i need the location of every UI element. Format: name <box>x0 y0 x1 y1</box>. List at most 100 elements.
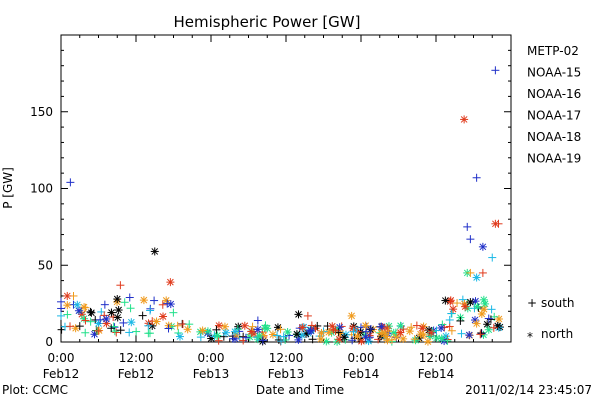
data-point <box>116 281 125 290</box>
data-point <box>113 295 122 304</box>
background-marker <box>399 334 408 343</box>
background-marker <box>457 329 466 338</box>
background-marker <box>480 305 489 314</box>
data-point <box>472 319 481 328</box>
background-marker <box>306 326 315 335</box>
data-point <box>478 242 487 251</box>
background-marker <box>81 316 90 325</box>
background-marker <box>331 326 340 335</box>
x-tick-label: 0:00 <box>48 351 75 365</box>
background-marker <box>340 333 349 342</box>
background-marker <box>119 318 128 327</box>
x-tick-label: 0:00 <box>348 351 375 365</box>
data-point <box>253 316 262 325</box>
background-marker <box>87 308 96 317</box>
footer-timestamp: 2011/02/14 23:45:07 <box>465 383 592 397</box>
background-marker <box>228 334 237 343</box>
x-tick-label: 12:00 <box>269 351 304 365</box>
background-marker <box>125 328 134 337</box>
data-point <box>303 311 312 320</box>
chart-legend: METP-02 NOAA-15 NOAA-16 NOAA-17 NOAA-18 NOAA-… <box>527 44 581 344</box>
background-marker <box>396 328 405 337</box>
x-tick-date: Feb14 <box>343 367 380 381</box>
background-marker <box>349 327 358 336</box>
data-markers <box>57 66 504 346</box>
background-marker <box>81 328 90 337</box>
marker-legend-symbol: * <box>527 330 533 344</box>
data-point <box>463 222 472 231</box>
background-marker <box>449 305 458 314</box>
x-tick-label: 0:00 <box>198 351 225 365</box>
background-marker <box>445 315 454 324</box>
background-marker <box>427 328 436 337</box>
background-marker <box>307 321 316 330</box>
plot-frame <box>60 34 512 343</box>
background-marker <box>465 331 474 340</box>
background-marker <box>248 322 257 331</box>
background-marker <box>484 325 493 334</box>
legend-item: NOAA-18 <box>527 130 581 144</box>
background-marker <box>75 322 84 331</box>
background-marker <box>316 335 325 344</box>
x-tick-date: Feb12 <box>43 367 80 381</box>
background-marker <box>334 328 343 337</box>
x-tick-label: 12:00 <box>419 351 454 365</box>
background-marker <box>247 327 256 336</box>
data-point <box>441 296 450 305</box>
background-marker <box>274 335 283 344</box>
background-marker <box>214 321 223 330</box>
data-point <box>166 278 175 287</box>
background-marker <box>71 324 80 333</box>
x-axis-label: Date and Time <box>256 383 344 397</box>
background-marker <box>127 318 136 327</box>
background-marker <box>258 336 267 345</box>
background-marker <box>253 325 262 334</box>
background-marker <box>63 301 72 310</box>
background-marker <box>268 330 277 339</box>
background-marker <box>383 324 392 333</box>
background-marker <box>158 300 167 309</box>
background-marker <box>198 326 207 335</box>
background-marker <box>484 314 493 323</box>
background-marker <box>116 326 125 335</box>
background-marker <box>86 317 95 326</box>
background-marker <box>477 328 486 337</box>
background-marker <box>418 324 427 333</box>
background-marker <box>447 309 456 318</box>
x-tick-label: 12:00 <box>119 351 154 365</box>
background-marker <box>473 302 482 311</box>
data-point <box>488 253 497 262</box>
background-marker <box>273 331 282 340</box>
data-point <box>163 299 172 308</box>
background-marker <box>298 323 307 332</box>
legend-item: NOAA-15 <box>527 66 581 80</box>
background-marker <box>348 324 357 333</box>
background-marker <box>100 300 109 309</box>
chart-title: Hemispheric Power [GW] <box>174 13 361 31</box>
background-marker <box>276 337 285 346</box>
background-marker <box>63 310 72 319</box>
background-marker <box>150 296 159 305</box>
background-marker <box>456 316 465 325</box>
background-marker <box>80 303 89 312</box>
legend-item: NOAA-17 <box>527 109 581 123</box>
background-marker <box>453 299 462 308</box>
background-marker <box>132 327 141 336</box>
background-marker <box>73 300 82 309</box>
background-marker <box>57 304 66 313</box>
background-marker <box>493 321 502 330</box>
background-marker <box>219 332 228 341</box>
data-point <box>472 273 481 282</box>
background-marker <box>443 336 452 345</box>
background-marker <box>279 332 288 341</box>
background-marker <box>348 336 357 345</box>
background-marker <box>476 330 485 339</box>
background-marker <box>308 335 317 344</box>
background-marker <box>383 336 392 345</box>
background-marker <box>173 321 182 330</box>
background-marker <box>196 333 205 342</box>
background-marker <box>152 317 161 326</box>
y-tick-label: 0 <box>45 335 53 349</box>
background-marker <box>377 329 386 338</box>
